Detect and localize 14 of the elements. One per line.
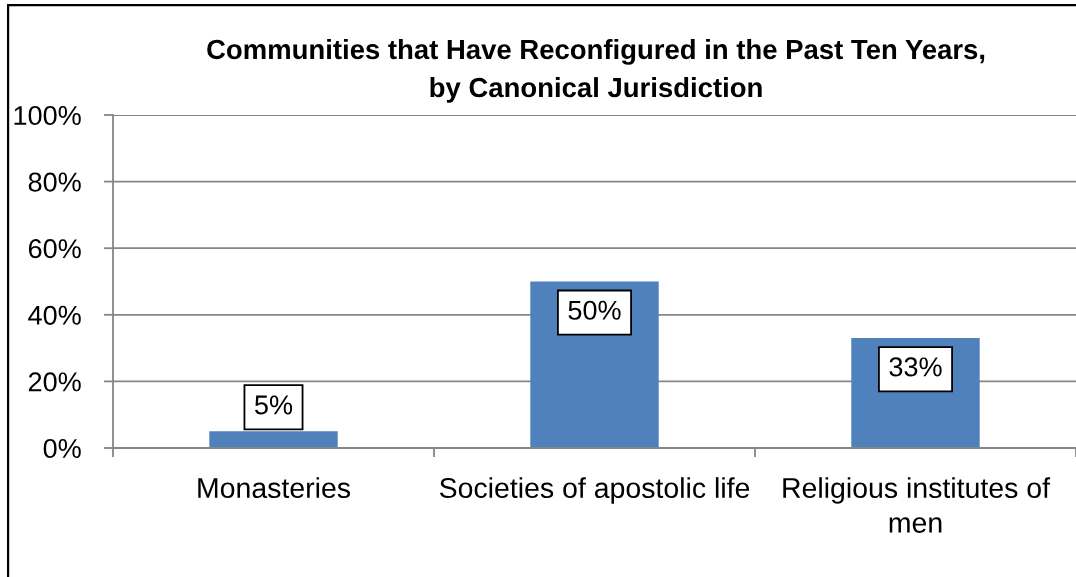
x-tick-label: Societies of apostolic life (439, 477, 750, 504)
data-label: 50% (568, 300, 621, 320)
chart-title: Communities that Have Reconfigured in the Past Ten Years, by Canonical Jurisdiction (207, 39, 985, 103)
bar (209, 431, 338, 448)
y-tick-label: 60% (28, 239, 81, 259)
y-tick-label: 40% (28, 305, 81, 325)
y-tick-label: 80% (28, 172, 81, 192)
x-tick-label: Monasteries (198, 477, 351, 499)
data-label: 5% (255, 395, 293, 415)
y-tick-label: 0% (43, 438, 81, 459)
y-tick-label: 20% (28, 372, 81, 392)
data-label: 33% (889, 357, 942, 377)
y-tick-label: 100% (14, 105, 81, 126)
x-tick-label: Religious institutes of men (783, 477, 1051, 533)
